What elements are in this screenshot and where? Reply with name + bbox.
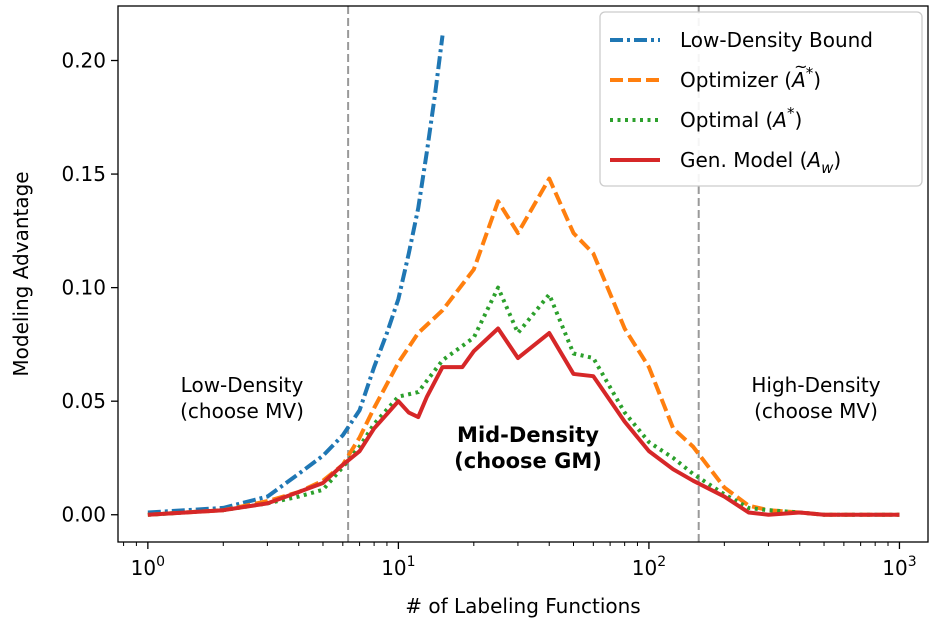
tilde-accent: ~: [794, 57, 807, 76]
series-line: [147, 35, 445, 515]
axes-frame: [117, 5, 929, 543]
y-tick-label: 0.20: [61, 49, 106, 73]
x-tick-label: 101: [381, 554, 415, 580]
axes: 0.00 0.05 0.10 0.15 0.20 100 101 102 103 # of Lab…: [9, 5, 929, 618]
series-line: [147, 326, 900, 517]
y-tick-label: 0.15: [61, 162, 106, 186]
region-annotation-mid: Mid-Density (choose GM): [454, 423, 602, 473]
legend-label: Gen. Model (Aw): [680, 148, 841, 177]
region-annotations: Low-Density (choose MV) Mid-Density (choose…: [180, 373, 881, 473]
x-axis-label: # of Labeling Functions: [405, 594, 640, 618]
region-annotation-high: High-Density (choose MV): [751, 373, 880, 423]
y-tick-label: 0.10: [61, 276, 106, 300]
x-tick-label: 103: [882, 554, 916, 580]
region-annotation-low: Low-Density (choose MV): [180, 373, 304, 423]
legend-label: Optimizer (A*): [680, 64, 821, 92]
legend-label: Optimal (A*): [680, 104, 802, 132]
legend-label: Low-Density Bound: [680, 28, 873, 52]
x-tick-label: 100: [131, 554, 165, 580]
y-tick-label: 0.00: [61, 503, 106, 527]
y-axis-label: Modeling Advantage: [9, 171, 33, 376]
plot-area: [147, 6, 900, 542]
y-tick-label: 0.05: [61, 389, 106, 413]
legend: Low-Density Bound Optimizer (A*) Optimal (…: [599, 11, 923, 187]
series-line: [147, 285, 900, 517]
x-tick-label: 102: [632, 554, 666, 580]
legend-box: [599, 11, 923, 187]
